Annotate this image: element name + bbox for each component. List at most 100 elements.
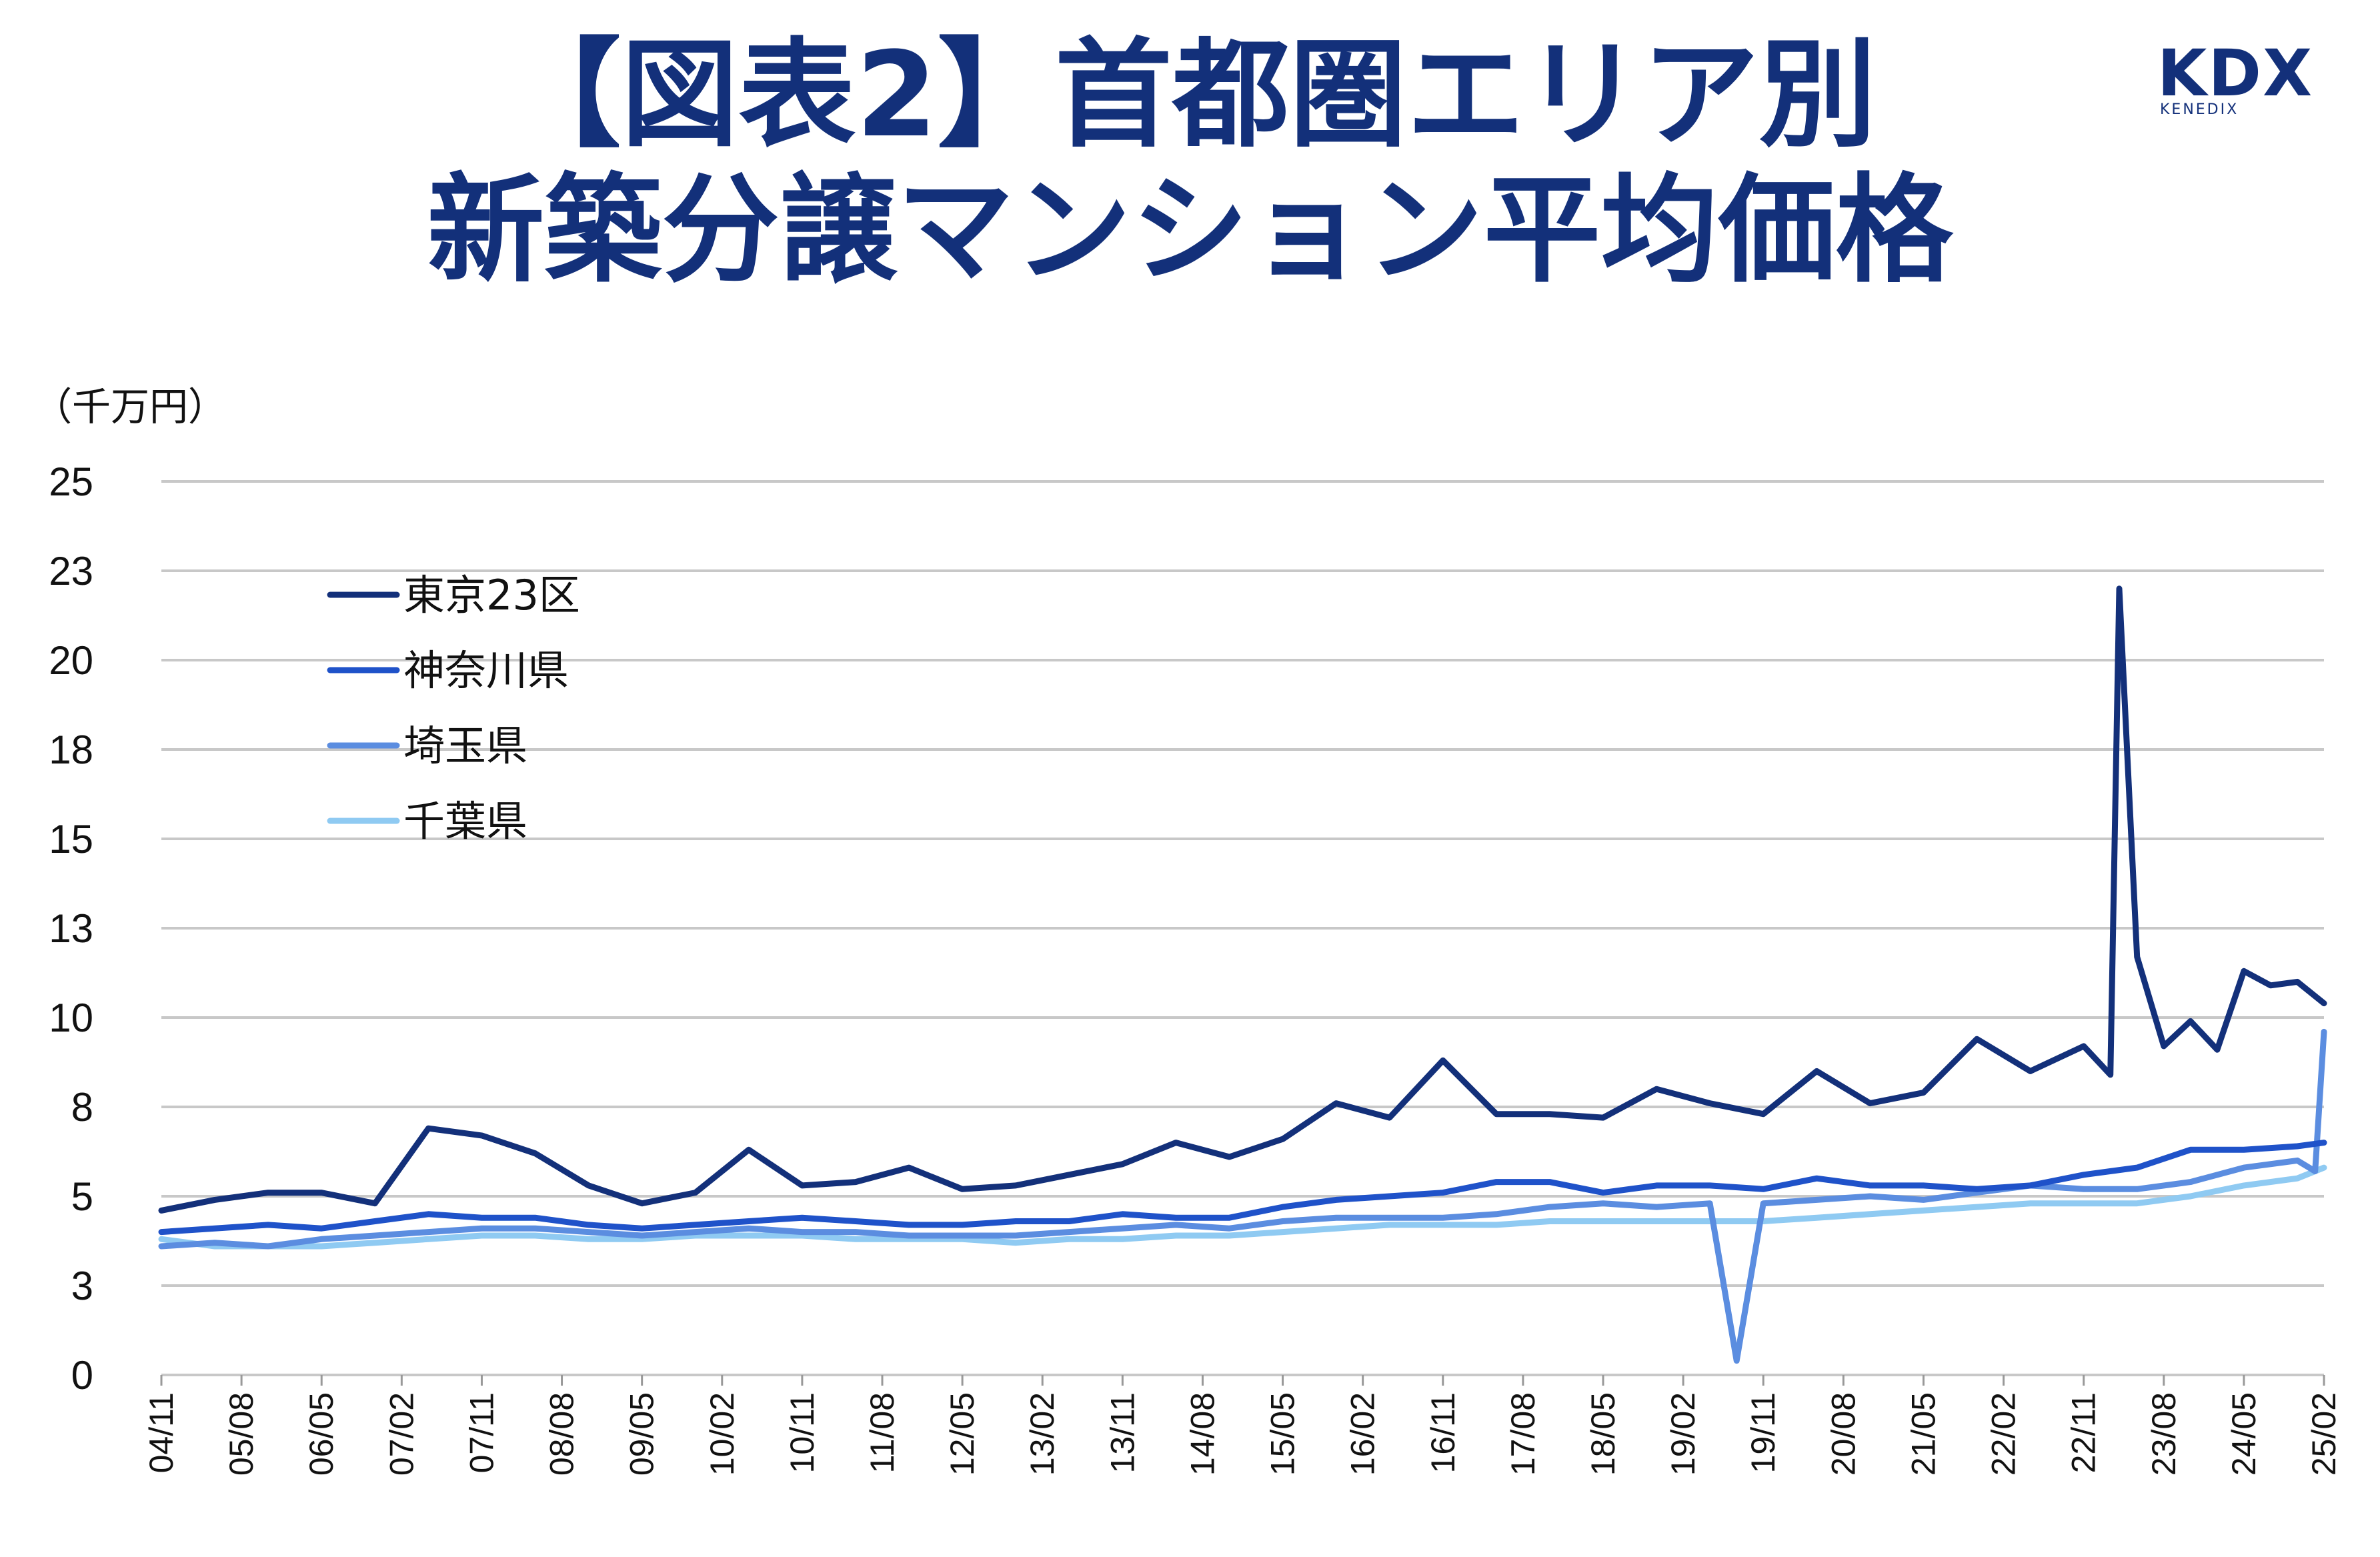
data-point xyxy=(746,1147,752,1153)
chart-title-line-1: 【図表2】首都圏エリア別 xyxy=(503,27,1877,163)
data-point xyxy=(479,1233,485,1238)
data-point xyxy=(2027,1068,2033,1074)
data-point xyxy=(1814,1215,1820,1221)
data-point xyxy=(1280,1136,1286,1142)
x-tick-label: 16/02 xyxy=(1344,1392,1382,1476)
data-point xyxy=(1654,1204,1660,1210)
data-point xyxy=(1333,1215,1339,1221)
x-tick-label: 16/11 xyxy=(1424,1392,1462,1473)
data-point xyxy=(425,1229,431,1235)
x-tick-label: 23/08 xyxy=(2145,1392,2183,1476)
series-line-1 xyxy=(158,1140,2327,1236)
data-point xyxy=(1173,1140,1179,1146)
data-point xyxy=(1386,1194,1392,1199)
data-point xyxy=(1493,1179,1499,1185)
x-tick-label: 20/08 xyxy=(1825,1392,1862,1476)
x-tick-label: 13/02 xyxy=(1024,1392,1061,1476)
data-point xyxy=(1333,1226,1339,1232)
data-point xyxy=(1173,1215,1179,1221)
data-point xyxy=(1440,1058,1446,1064)
data-point xyxy=(265,1244,271,1249)
data-point xyxy=(1173,1222,1179,1228)
data-point xyxy=(1760,1111,1766,1117)
x-tick-label: 19/02 xyxy=(1664,1392,1702,1476)
data-point xyxy=(372,1240,378,1246)
data-point xyxy=(2027,1200,2033,1206)
x-tick-label: 10/11 xyxy=(784,1392,821,1473)
data-point xyxy=(1707,1200,1713,1206)
data-point xyxy=(1013,1240,1019,1246)
data-point xyxy=(1921,1197,1927,1203)
x-tick-label: 18/05 xyxy=(1584,1392,1622,1476)
data-point xyxy=(1013,1233,1019,1238)
y-tick-label: 3 xyxy=(71,1264,93,1308)
data-point xyxy=(2187,1179,2193,1185)
data-point xyxy=(479,1132,485,1138)
data-point xyxy=(1654,1182,1660,1188)
legend-label: 東京23区 xyxy=(403,571,580,619)
data-point xyxy=(1066,1236,1072,1242)
data-point xyxy=(585,1229,591,1235)
data-point xyxy=(1493,1111,1499,1117)
data-point xyxy=(2241,1165,2247,1171)
data-point xyxy=(1440,1190,1446,1196)
data-point xyxy=(1386,1215,1392,1221)
data-point xyxy=(212,1240,218,1246)
data-point xyxy=(853,1218,858,1224)
data-point xyxy=(639,1226,645,1232)
data-point xyxy=(479,1226,485,1232)
x-tick-label: 25/02 xyxy=(2305,1392,2343,1476)
data-point xyxy=(1333,1100,1339,1106)
data-point xyxy=(1173,1233,1179,1238)
x-tick-label: 07/02 xyxy=(383,1392,420,1476)
data-point xyxy=(746,1226,752,1232)
data-point xyxy=(425,1236,431,1242)
data-point xyxy=(265,1222,271,1228)
data-point xyxy=(1226,1154,1232,1160)
data-point xyxy=(1974,1204,1980,1210)
data-point xyxy=(1013,1182,1019,1188)
kdx-logo: KDX KENEDIX xyxy=(2157,41,2331,118)
data-point xyxy=(1814,1197,1820,1203)
x-tick-label: 05/08 xyxy=(223,1392,260,1476)
data-point xyxy=(532,1226,538,1232)
data-point xyxy=(425,1211,431,1217)
data-point xyxy=(1707,1182,1713,1188)
data-point xyxy=(159,1236,164,1242)
data-point xyxy=(2134,954,2140,960)
data-point xyxy=(319,1236,325,1242)
data-point xyxy=(692,1222,698,1228)
data-point xyxy=(1600,1218,1606,1224)
data-point xyxy=(2161,1043,2167,1049)
data-point xyxy=(1974,1036,1980,1042)
data-point xyxy=(212,1226,218,1232)
legend-label: 千葉県 xyxy=(403,797,527,846)
data-point xyxy=(372,1218,378,1224)
data-point xyxy=(1921,1182,1927,1188)
data-point xyxy=(1974,1186,1980,1192)
data-point xyxy=(159,1244,164,1249)
data-point xyxy=(585,1182,591,1188)
y-tick-label: 0 xyxy=(71,1353,93,1398)
data-point xyxy=(1734,1358,1740,1364)
data-point xyxy=(1814,1176,1820,1182)
data-point xyxy=(319,1244,325,1249)
data-point xyxy=(1066,1229,1072,1235)
legend-label: 埼玉県 xyxy=(403,721,527,770)
data-point xyxy=(906,1222,912,1228)
x-tick-label: 24/05 xyxy=(2225,1392,2263,1476)
data-point xyxy=(1546,1204,1552,1210)
data-point xyxy=(585,1222,591,1228)
data-point xyxy=(960,1186,966,1192)
data-point xyxy=(2107,1072,2113,1078)
x-tick-label: 15/05 xyxy=(1264,1392,1302,1476)
x-tick-label: 09/05 xyxy=(624,1392,661,1476)
data-point xyxy=(319,1226,325,1232)
data-point xyxy=(1867,1182,1873,1188)
x-tick-label: 22/02 xyxy=(1985,1392,2023,1476)
data-point xyxy=(799,1229,805,1235)
data-point xyxy=(1654,1086,1660,1092)
data-point xyxy=(2295,979,2300,985)
data-point xyxy=(1600,1115,1606,1121)
data-point xyxy=(2134,1165,2140,1171)
